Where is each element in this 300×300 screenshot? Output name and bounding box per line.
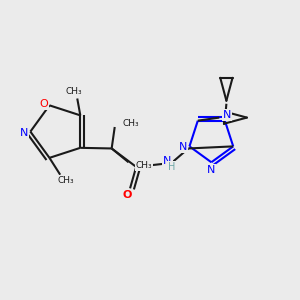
Text: CH₃: CH₃ — [57, 176, 74, 185]
Text: CH₃: CH₃ — [122, 119, 139, 128]
Text: N: N — [178, 142, 187, 152]
Text: N: N — [20, 128, 28, 138]
Text: O: O — [40, 99, 48, 109]
Text: H: H — [168, 162, 176, 172]
Text: N: N — [163, 156, 172, 166]
Text: CH₃: CH₃ — [66, 87, 82, 96]
Text: N: N — [207, 165, 215, 175]
Text: CH₃: CH₃ — [135, 161, 152, 170]
Text: N: N — [223, 110, 232, 120]
Text: O: O — [122, 190, 132, 200]
